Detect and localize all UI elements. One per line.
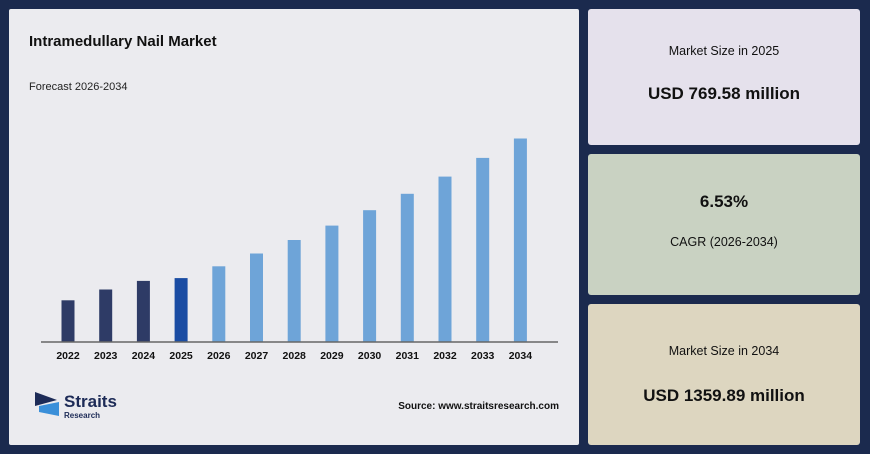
- bar-chart: 2022 2023 2024 2025 2026 2027 2028 2029 2030 2031…: [41, 138, 558, 362]
- chart-panel: Intramedullary Nail Market Forecast 2026…: [9, 9, 579, 445]
- x-tick-label: 2028: [283, 350, 307, 362]
- straits-logo-icon: [35, 392, 59, 416]
- chart-title: Intramedullary Nail Market: [29, 33, 217, 50]
- stat-value: 6.53%: [699, 192, 749, 211]
- x-tick-label: 2032: [433, 350, 457, 362]
- bar-2022: [61, 300, 75, 342]
- market-size-2025-card: Market Size in 2025 USD 769.58 million: [588, 9, 860, 145]
- brand-name: Straits: [64, 392, 117, 411]
- x-tick-label: 2026: [207, 350, 231, 362]
- bar-2024: [136, 280, 150, 342]
- x-tick-label: 2033: [471, 350, 495, 362]
- bar-2029: [325, 225, 339, 342]
- x-tick-label: 2027: [245, 350, 269, 362]
- bar-2023: [99, 289, 113, 342]
- stat-value: USD 769.58 million: [647, 84, 801, 103]
- straits-research-logo: Straits Research: [35, 390, 145, 426]
- source-text: Source: www.straitsresearch.com: [398, 401, 559, 412]
- stat-label: Market Size in 2034: [668, 344, 780, 358]
- x-tick-label: 2034: [509, 350, 533, 362]
- x-tick-label: 2023: [94, 350, 118, 362]
- x-tick-label: 2024: [132, 350, 156, 362]
- bar-2032: [438, 176, 452, 342]
- bar-2033: [476, 157, 490, 342]
- stat-label: CAGR (2026-2034): [670, 235, 778, 249]
- bar-2034: [513, 138, 527, 342]
- bar-2031: [400, 193, 414, 342]
- x-tick-label: 2031: [396, 350, 420, 362]
- chart-subtitle: Forecast 2026-2034: [29, 81, 128, 93]
- x-tick-label: 2029: [320, 350, 344, 362]
- brand-subname: Research: [64, 411, 101, 420]
- x-tick-label: 2030: [358, 350, 382, 362]
- cagr-card: 6.53% CAGR (2026-2034): [588, 154, 860, 295]
- bar-2025: [174, 278, 188, 342]
- bar-2030: [363, 210, 377, 342]
- market-size-2034-card: Market Size in 2034 USD 1359.89 million: [588, 304, 860, 445]
- bar-2026: [212, 266, 226, 342]
- bar-2028: [287, 240, 301, 342]
- x-tick-label: 2025: [169, 350, 193, 362]
- stat-value: USD 1359.89 million: [643, 386, 805, 405]
- stat-label: Market Size in 2025: [668, 44, 780, 58]
- x-tick-label: 2022: [56, 350, 80, 362]
- bar-2027: [250, 253, 263, 342]
